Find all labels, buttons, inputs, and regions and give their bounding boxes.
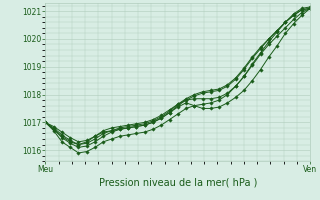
- X-axis label: Pression niveau de la mer( hPa ): Pression niveau de la mer( hPa ): [99, 177, 257, 187]
